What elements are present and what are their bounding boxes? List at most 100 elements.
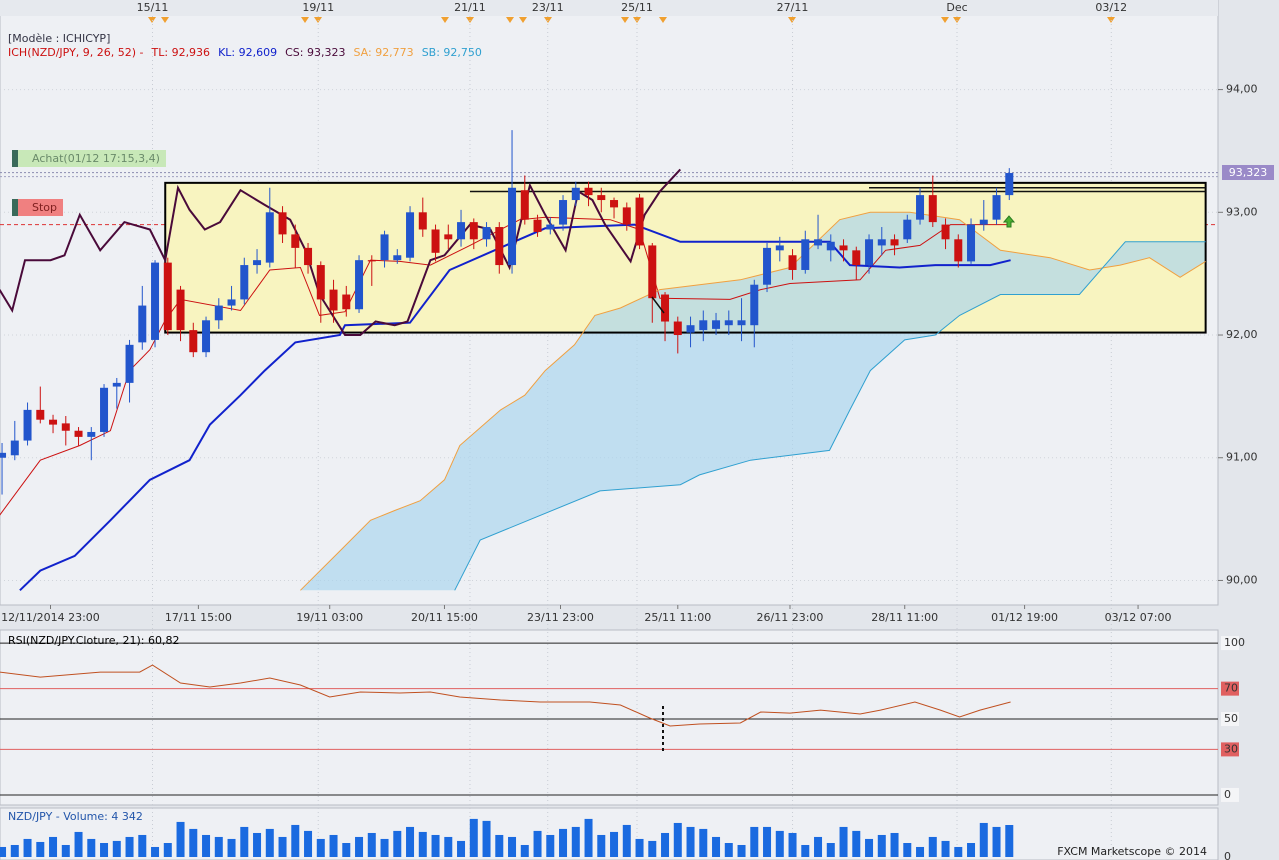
top-date-label: 25/11	[621, 1, 653, 14]
stop-tag: Stop	[12, 199, 64, 216]
volume-bar	[597, 834, 606, 857]
volume-bar	[622, 824, 631, 857]
candle-body	[699, 320, 708, 331]
volume-bar	[457, 840, 466, 857]
model-label: [Modèle : ICHICYP]	[8, 32, 111, 45]
volume-bar	[202, 834, 211, 857]
candle-body	[661, 294, 670, 322]
candle-body	[877, 239, 886, 246]
top-date-label: Dec	[946, 1, 967, 14]
volume-bar	[304, 830, 313, 857]
candle-body	[316, 265, 325, 300]
candle-body	[469, 222, 478, 240]
volume-bar	[546, 834, 555, 857]
volume-bar	[584, 818, 593, 857]
candle-body	[482, 227, 491, 240]
candle-body	[712, 320, 721, 329]
volume-bar	[23, 838, 32, 857]
candle-body	[0, 452, 7, 458]
top-date-label: 27/11	[777, 1, 809, 14]
candle-body	[916, 195, 925, 220]
main-layer	[0, 130, 1207, 592]
candle-body	[508, 187, 517, 266]
candle-body	[1005, 173, 1014, 196]
candle-body	[380, 234, 389, 261]
candle-body	[967, 224, 976, 262]
candle-body	[635, 197, 644, 246]
rsi-title: RSI(NZD/JPY.Cloture, 21): 60,82	[8, 634, 180, 647]
y-tick-bg	[1221, 636, 1239, 651]
volume-bar	[151, 846, 160, 857]
y-tick-label: 70	[1224, 682, 1238, 695]
volume-bar	[74, 831, 83, 857]
candle-body	[610, 200, 619, 208]
y-tick-bg	[1221, 712, 1239, 727]
volume-bar	[814, 836, 823, 857]
x-tick-label: 28/11 11:00	[871, 611, 938, 624]
candle-body	[393, 255, 402, 261]
volume-bar	[775, 830, 784, 857]
y-tick-bg	[1221, 787, 1239, 802]
candle-body	[584, 187, 593, 196]
volume-bar	[559, 828, 568, 857]
volume-bar	[533, 830, 542, 857]
y-tick-label: 92,00	[1226, 328, 1258, 341]
volume-bar	[265, 828, 274, 857]
x-tick-label: 03/12 07:00	[1105, 611, 1172, 624]
candle-body	[444, 234, 453, 240]
y-tick-label: 91,00	[1226, 451, 1258, 464]
volume-bar	[469, 818, 478, 857]
candle-body	[839, 245, 848, 251]
volume-bar	[49, 836, 58, 857]
indicator-line	[19, 223, 1011, 592]
legend-item: SA: 92,773	[353, 46, 414, 59]
volume-bar	[520, 844, 529, 857]
legend: ICH(NZD/JPY, 9, 26, 52) - TL: 92,936 KL: 9…	[8, 46, 490, 60]
volume-bar	[342, 843, 351, 857]
legend-item: SB: 92,750	[421, 46, 482, 59]
candle-body	[112, 382, 121, 387]
volume-bar	[903, 843, 912, 857]
x-tick-label: 01/12 19:00	[991, 611, 1058, 624]
volume-bar	[418, 831, 427, 857]
volume-bar	[610, 831, 619, 857]
volume-bar	[826, 843, 835, 857]
y-tick-label: 30	[1224, 742, 1238, 755]
candle-body	[457, 222, 466, 240]
volume-bar	[291, 824, 300, 857]
candle-body	[903, 219, 912, 240]
x-tick-label: 17/11 15:00	[165, 611, 232, 624]
candle-body	[163, 262, 172, 331]
candle-body	[189, 330, 198, 353]
volume-bar	[712, 836, 721, 857]
volume-bar	[431, 834, 440, 857]
candle-body	[125, 344, 134, 383]
volume-bar	[750, 826, 759, 857]
candle-body	[686, 325, 695, 333]
top-date-label: 19/11	[302, 1, 334, 14]
volume-bar	[240, 826, 249, 857]
candle-body	[865, 239, 874, 266]
candle-body	[23, 409, 32, 441]
candle-body	[240, 265, 249, 300]
volume-bar	[10, 844, 19, 857]
volume-bar	[941, 840, 950, 857]
volume-bar	[661, 832, 670, 857]
candle-body	[49, 419, 58, 425]
volume-bar	[992, 826, 1001, 857]
candle-body	[367, 260, 376, 262]
x-tick-label: 19/11 03:00	[296, 611, 363, 624]
volume-bar	[839, 826, 848, 857]
top-date-label: 23/11	[532, 1, 564, 14]
volume-bar	[393, 830, 402, 857]
volume-bar	[406, 826, 415, 857]
y-tick-label: 94,00	[1226, 83, 1258, 96]
volume-bar	[36, 841, 45, 857]
candle-body	[431, 229, 440, 253]
indicator-line	[454, 241, 1206, 591]
candle-body	[724, 320, 733, 326]
volume-bar	[176, 821, 185, 857]
volume-bar	[329, 834, 338, 857]
volume-bar	[967, 843, 976, 857]
volume-bar	[571, 826, 580, 857]
